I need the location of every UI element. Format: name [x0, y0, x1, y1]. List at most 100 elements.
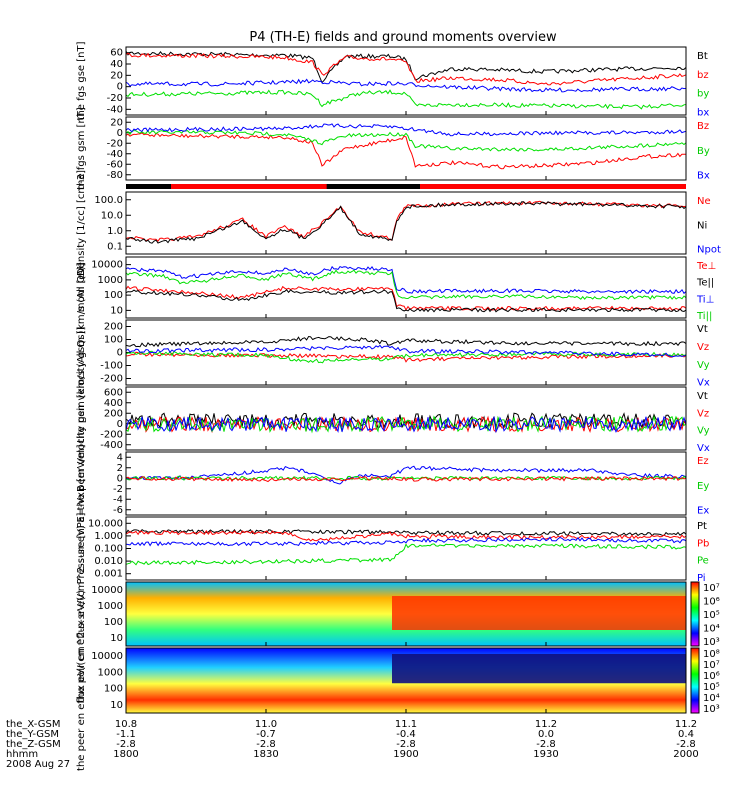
x-axis-value: 1900	[393, 749, 418, 760]
panel-8: 10000 1000 100 10 the peir en eflux eV/(cm^2…	[76, 525, 720, 703]
y-tick-label: 1000	[98, 667, 123, 678]
y-tick-label: 10000	[91, 651, 123, 662]
legend-entry: bx	[697, 107, 709, 118]
y-tick-label: -80	[107, 170, 123, 181]
heatmap-cold-region	[392, 654, 686, 684]
figure-title: P4 (TH-E) fields and ground moments over…	[249, 30, 557, 45]
panel-9: 10000 1000 100 10 the peer en eflux eV/(cm^2…	[76, 590, 720, 771]
series-line-Vt	[125, 412, 687, 431]
colorbar-label: 10⁸	[703, 649, 720, 660]
y-tick-label: 200	[104, 322, 123, 333]
y-tick-label: 0	[117, 128, 123, 139]
y-tick-label: 100.0	[94, 195, 123, 206]
y-tick-label: 4	[117, 452, 123, 463]
colorbar-label: 10⁴	[703, 693, 720, 704]
legend-entry: Vx	[697, 443, 710, 454]
panel-frame	[125, 46, 687, 116]
legend-entry: Vt	[697, 324, 708, 335]
series-line-Ez	[125, 475, 687, 483]
y-tick-label: 0	[117, 348, 123, 359]
legend-entry: Vt	[697, 391, 708, 402]
y-tick-label: -200	[100, 374, 123, 385]
date-label: 2008 Aug 27	[6, 759, 70, 770]
x-axis-value: 2000	[673, 749, 698, 760]
y-tick-label: 100	[104, 335, 123, 346]
y-tick-label: 10.000	[88, 518, 123, 529]
y-tick-label: 1000	[98, 275, 123, 286]
y-tick-label: 600	[104, 387, 123, 398]
legend-entry: Pe	[697, 556, 709, 567]
x-axis: the_X-GSM 10.8 11.0 11.1 11.2 11.2 the_Y-GSM -1…	[6, 719, 699, 770]
colorbar-label: 10⁶	[703, 671, 720, 682]
y-tick-label: 10	[110, 305, 123, 316]
legend-entry: Ti⊥	[696, 294, 714, 305]
y-axis-label: the peir en eflux eV/(cm^2-s-sr-eV)	[76, 525, 87, 703]
series-line-Bz	[125, 132, 687, 170]
y-tick-label: 0.001	[94, 569, 123, 580]
legend-entry: Bz	[697, 121, 709, 132]
x-axis-value: 11.0	[255, 719, 277, 730]
colorbar	[690, 647, 700, 714]
panel-frame	[125, 516, 687, 581]
x-axis-row-name: the_Y-GSM	[6, 729, 59, 740]
legend-entry: Ti||	[696, 311, 712, 322]
y-tick-label: -40	[107, 104, 123, 115]
y-tick-label: -20	[107, 93, 123, 104]
colorbar-label: 10⁶	[703, 597, 720, 608]
panel-frame	[125, 319, 687, 386]
panel-frame	[125, 191, 687, 255]
x-axis-value: -1.1	[116, 729, 136, 740]
x-axis-value: -0.4	[396, 729, 416, 740]
y-tick-label: -200	[100, 429, 123, 440]
y-tick-label: 1.0	[107, 226, 123, 237]
series-line-by	[125, 89, 687, 110]
x-axis-value: -2.8	[256, 739, 276, 750]
y-axis-label: the peer velocity gsm [km/s (All Qs)]	[76, 326, 87, 510]
y-axis-label: mom [eV]	[76, 263, 87, 313]
y-tick-label: 1.000	[94, 531, 123, 542]
legend-entry: Vy	[697, 426, 710, 437]
x-axis-value: -2.8	[676, 739, 696, 750]
y-tick-label: 10000	[91, 260, 123, 271]
x-axis-row-name: the_Z-GSM	[6, 739, 61, 750]
y-axis-label: Density [1/cc] [cm-3]	[76, 170, 87, 276]
y-tick-label: 100	[104, 684, 123, 695]
series-line-Vt	[125, 335, 687, 348]
series-line-Pi	[125, 536, 687, 547]
y-tick-label: -6	[113, 505, 123, 516]
legend-entry: Vx	[697, 378, 710, 389]
colorbar-label: 10⁵	[703, 610, 720, 621]
y-tick-label: 0.010	[94, 556, 123, 567]
x-axis-value: 11.1	[395, 719, 417, 730]
y-tick-label: 10	[110, 633, 123, 644]
y-tick-label: 100	[104, 617, 123, 628]
y-tick-label: 60	[110, 48, 123, 59]
colorbar-label: 10³	[703, 637, 720, 648]
series-line-Bt	[125, 50, 687, 84]
x-axis-value: 1830	[253, 749, 278, 760]
x-axis-row-name: hhmm	[6, 749, 38, 760]
series-line-Te||	[125, 289, 687, 313]
legend-entry: Te||	[696, 278, 714, 289]
legend-entry: Vz	[697, 342, 709, 353]
y-tick-label: 400	[104, 398, 123, 409]
x-axis-value: 1930	[533, 749, 558, 760]
legend-entry: bz	[697, 70, 709, 81]
legend-entry: Ne	[697, 196, 711, 207]
y-tick-label: 40	[110, 59, 123, 70]
quality-bar	[126, 184, 686, 189]
legend-entry: By	[697, 146, 710, 157]
y-tick-label: -100	[100, 361, 123, 372]
legend-entry: Pi	[697, 573, 706, 584]
y-tick-label: 100	[104, 290, 123, 301]
series-line-By	[125, 129, 687, 152]
y-tick-label: 10000	[91, 585, 123, 596]
series-line-Pe	[125, 543, 687, 566]
y-tick-label: -20	[107, 138, 123, 149]
series-line-Bx	[125, 123, 687, 137]
y-axis-label: the peer en eflux eV/(cm^2-s-sr-eV)	[76, 590, 87, 771]
legend-entry: Npot	[697, 245, 721, 256]
y-tick-label: 0.1	[107, 241, 123, 252]
